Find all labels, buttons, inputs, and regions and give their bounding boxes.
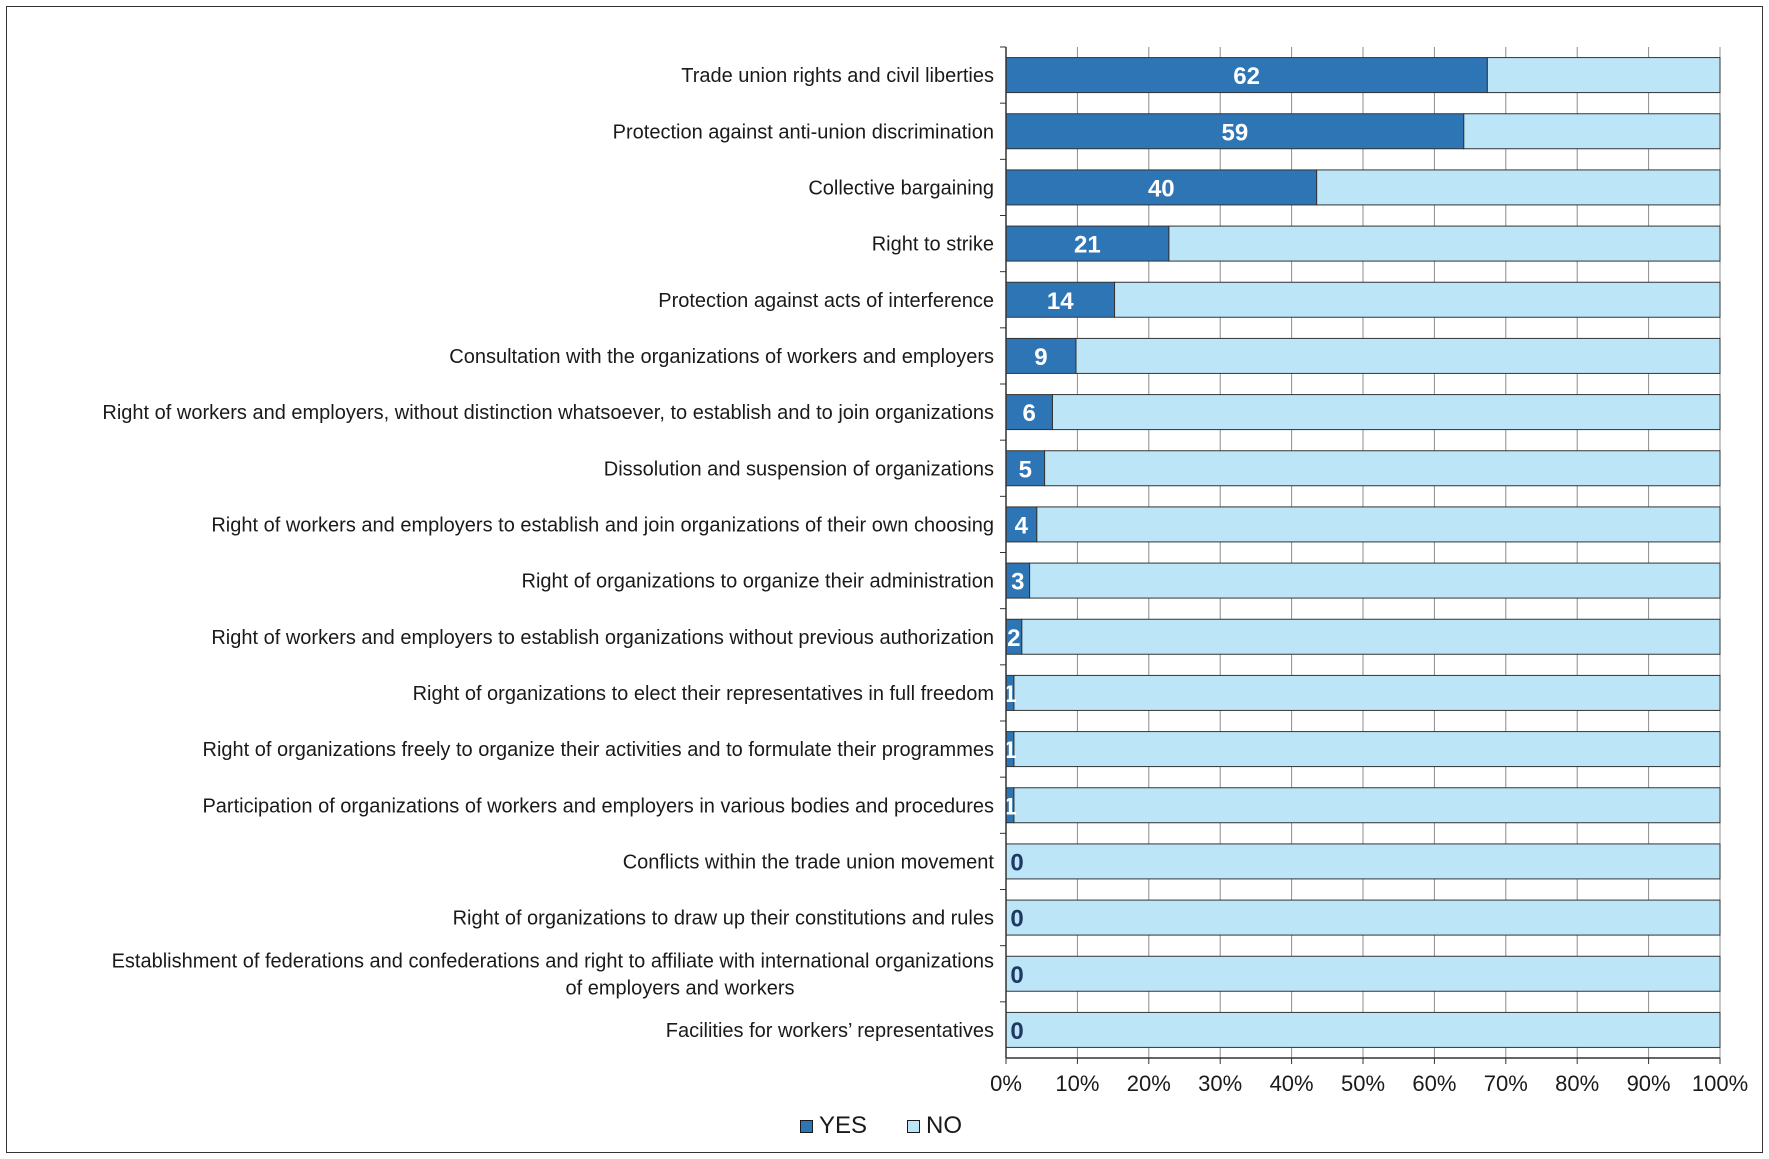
category-label-line: Dissolution and suspension of organizati… [604,458,994,480]
category-label: Right of organizations to elect their re… [413,683,994,705]
x-tick-label: 100% [1692,1071,1748,1096]
bar-no [1051,394,1721,431]
data-label: 0 [1010,849,1023,876]
bar-no [1005,1011,1721,1048]
legend-label-yes: YES [819,1112,868,1139]
category-label: Protection against anti-union discrimina… [613,121,994,143]
category-label-line: of employers and workers [566,977,795,999]
category-label-line: Right of workers and employers to establ… [211,514,994,536]
bar-yes [1005,113,1465,150]
category-label-line: Protection against anti-union discrimina… [613,121,994,143]
x-tick-label: 80% [1555,1071,1599,1096]
bar-no [1486,57,1721,94]
data-label: 9 [1034,344,1047,371]
data-label: 4 [1015,512,1029,539]
category-label: Trade union rights and civil liberties [681,65,994,87]
bar-no [1013,731,1721,768]
data-label: 59 [1221,119,1248,146]
category-label: Protection against acts of interference [658,290,994,312]
legend: YES NO [800,1112,962,1140]
category-label-line: Right of organizations to elect their re… [413,683,994,705]
x-tick-label: 60% [1412,1071,1456,1096]
data-label: 2 [1007,625,1020,652]
category-label: Participation of organizations of worker… [202,795,994,817]
category-label-line: Right of organizations to organize their… [522,571,994,593]
bar-no [1463,113,1721,150]
category-label-line: Trade union rights and civil liberties [681,65,994,87]
bar-no [1013,787,1721,824]
bar-yes [1005,57,1488,94]
data-label: 6 [1023,400,1036,427]
bar-no [1168,225,1721,262]
category-label-line: Establishment of federations and confede… [112,950,994,972]
x-tick-label: 70% [1484,1071,1528,1096]
x-tick-label: 40% [1270,1071,1314,1096]
data-label: 40 [1148,175,1175,202]
x-tick-label: 20% [1127,1071,1171,1096]
bar-yes [1005,169,1318,206]
category-label-line: Consultation with the organizations of w… [449,346,994,368]
category-label: Right of organizations to organize their… [522,571,994,593]
category-label-line: Participation of organizations of worker… [202,795,994,817]
category-label-line: Conflicts within the trade union movemen… [623,851,995,873]
bar-yes [1005,450,1046,487]
data-label: 0 [1010,1018,1023,1045]
category-label: Right of workers and employers, without … [102,402,994,424]
bar-no [1021,618,1721,655]
category-label: Establishment of federations and confede… [112,950,994,999]
x-tick-label: 50% [1341,1071,1385,1096]
data-label: 5 [1019,456,1032,483]
legend-label-no: NO [926,1112,963,1139]
bar-no [1005,955,1721,992]
bar-no [1005,843,1721,880]
legend-item-no: NO [907,1112,962,1140]
category-label: Right of organizations freely to organiz… [203,739,995,761]
category-label-line: Facilities for workers’ representatives [666,1020,994,1042]
bar-no [1316,169,1721,206]
data-label: 0 [1010,962,1023,989]
category-label-line: Protection against acts of interference [658,290,994,312]
legend-item-yes: YES [800,1112,867,1140]
bar-yes [1005,506,1038,543]
bar-no [1005,899,1721,936]
x-tick-label: 10% [1055,1071,1099,1096]
category-label-line: Right of workers and employers to establ… [211,627,994,649]
category-label-line: Right to strike [872,234,994,256]
data-label: 3 [1011,569,1024,596]
category-label: Right to strike [872,234,994,256]
category-label-line: Right of organizations to draw up their … [453,908,994,930]
category-label: Collective bargaining [808,177,994,199]
bar-no [1044,450,1721,487]
category-label: Right of organizations to draw up their … [453,908,994,930]
bar-yes [1005,225,1170,262]
category-label: Right of workers and employers to establ… [211,627,994,649]
bar-no [1114,281,1721,318]
bar-no [1036,506,1721,543]
category-label: Dissolution and suspension of organizati… [604,458,994,480]
x-tick-label: 90% [1627,1071,1671,1096]
bar-no [1075,337,1721,374]
legend-swatch-yes [800,1119,813,1133]
category-label: Right of workers and employers to establ… [211,514,994,536]
x-tick-label: 0% [990,1071,1022,1096]
x-tick-label: 30% [1198,1071,1242,1096]
legend-swatch-no [907,1119,921,1133]
category-label-line: Right of organizations freely to organiz… [203,739,995,761]
data-label: 62 [1233,63,1260,90]
bar-yes [1005,281,1116,318]
category-label: Conflicts within the trade union movemen… [623,851,995,873]
category-label-line: Right of workers and employers, without … [102,402,994,424]
bar-no [1013,674,1721,711]
category-label: Facilities for workers’ representatives [666,1020,994,1042]
bar-no [1029,562,1721,599]
data-label: 0 [1010,906,1023,933]
data-label: 14 [1047,288,1074,315]
category-label: Consultation with the organizations of w… [449,346,994,368]
category-label-line: Collective bargaining [808,177,994,199]
data-label: 21 [1074,232,1101,259]
